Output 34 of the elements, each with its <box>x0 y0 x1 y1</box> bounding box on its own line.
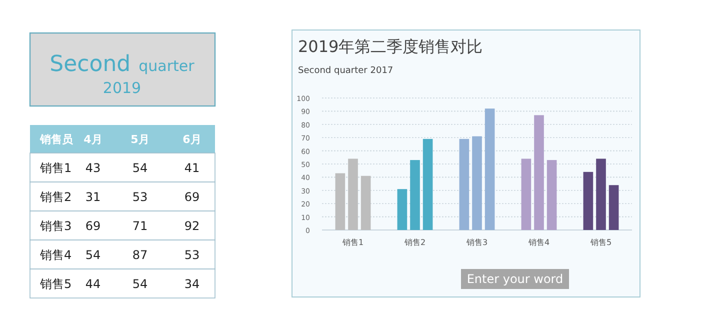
text: 销售员 <box>39 133 74 146</box>
x-tick-label: 销售1 <box>341 238 364 247</box>
data-label: 44 <box>85 277 101 291</box>
text: Second quarter <box>50 52 196 77</box>
data-label: 34 <box>184 277 200 291</box>
x-tick-label: 销售3 <box>465 238 488 247</box>
text: 6月 <box>182 133 202 146</box>
text: Enter your word <box>466 272 564 286</box>
data-label: 54 <box>85 248 101 262</box>
data-label: 87 <box>132 248 148 262</box>
category-label: 销售4 <box>39 248 72 262</box>
text: 5月 <box>130 133 150 146</box>
chart-title: 2019年第二季度销售对比 <box>298 37 483 56</box>
series-label: 4月 <box>84 133 102 146</box>
data-label: 71 <box>132 219 148 233</box>
category-label: 销售2 <box>39 190 72 204</box>
data-label: 41 <box>184 161 200 175</box>
chart-subtitle: Second quarter 2017 <box>298 66 394 76</box>
data-label: 43 <box>85 161 101 175</box>
category-label: 销售1 <box>39 161 72 175</box>
x-tick-label: 销售4 <box>527 238 550 247</box>
data-label: 53 <box>184 248 200 262</box>
data-label: 69 <box>85 219 101 233</box>
x-tick-label: 销售2 <box>403 238 426 247</box>
category-label: 销售5 <box>39 277 72 291</box>
category-label: 销售3 <box>39 219 72 233</box>
data-label: 54 <box>132 161 148 175</box>
data-label: 69 <box>184 190 200 204</box>
x-tick-label: 销售5 <box>589 238 612 247</box>
text: 2019 <box>102 79 142 97</box>
data-label: 92 <box>184 219 200 233</box>
data-label: 54 <box>132 277 148 291</box>
data-label: 31 <box>85 190 101 204</box>
data-label: 53 <box>132 190 148 204</box>
